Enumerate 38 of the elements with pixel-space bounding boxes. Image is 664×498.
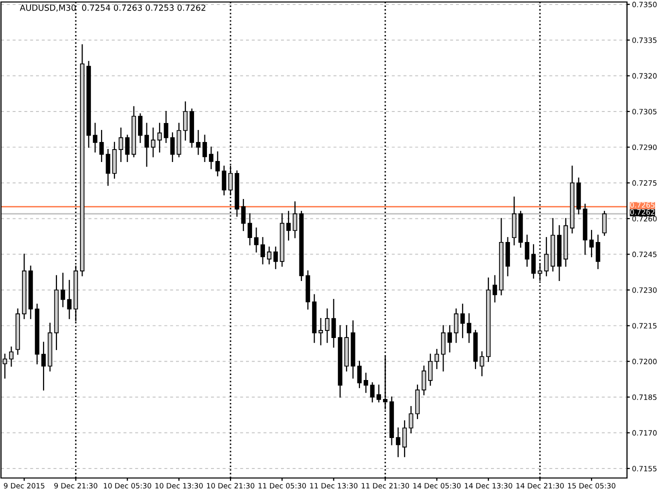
- candlestick: [524, 234, 530, 267]
- candlestick: [376, 384, 382, 402]
- candlestick: [41, 342, 46, 390]
- candlestick: [67, 280, 72, 320]
- candlestick: [396, 427, 400, 458]
- candlestick: [466, 313, 472, 343]
- candlestick: [60, 272, 66, 308]
- candlestick: [196, 130, 200, 155]
- candlestick: [208, 146, 214, 170]
- candlestick: [402, 420, 407, 458]
- candlestick: [273, 246, 278, 270]
- candlestick: [492, 275, 498, 302]
- candlestick: [248, 213, 252, 246]
- candlestick: [254, 228, 259, 252]
- candlestick: [215, 151, 220, 176]
- candlestick: [92, 122, 98, 152]
- candlestick: [506, 237, 510, 276]
- candlestick: [447, 325, 452, 352]
- candlestick: [99, 130, 104, 162]
- candlestick: [138, 113, 142, 143]
- candlestick: [144, 122, 149, 167]
- candlestick: [596, 234, 600, 270]
- candlestick: [364, 372, 368, 393]
- candlestick: [460, 304, 465, 338]
- candlestick: [357, 360, 362, 388]
- candlestick: [286, 210, 291, 241]
- candlestick: [164, 110, 168, 143]
- candlestick: [370, 382, 375, 402]
- candlestick: [222, 166, 226, 196]
- candlestick: [589, 230, 594, 258]
- candlestick: [331, 298, 336, 348]
- candlestick: [260, 237, 265, 264]
- chart-title: AUDUSD,M30 0.7254 0.7263 0.7253 0.7262: [20, 4, 206, 12]
- candlestick: [202, 134, 207, 162]
- candlestick: [170, 132, 175, 162]
- candlestick: [125, 134, 130, 162]
- candlestick: [241, 198, 246, 232]
- candlestick: [106, 149, 110, 186]
